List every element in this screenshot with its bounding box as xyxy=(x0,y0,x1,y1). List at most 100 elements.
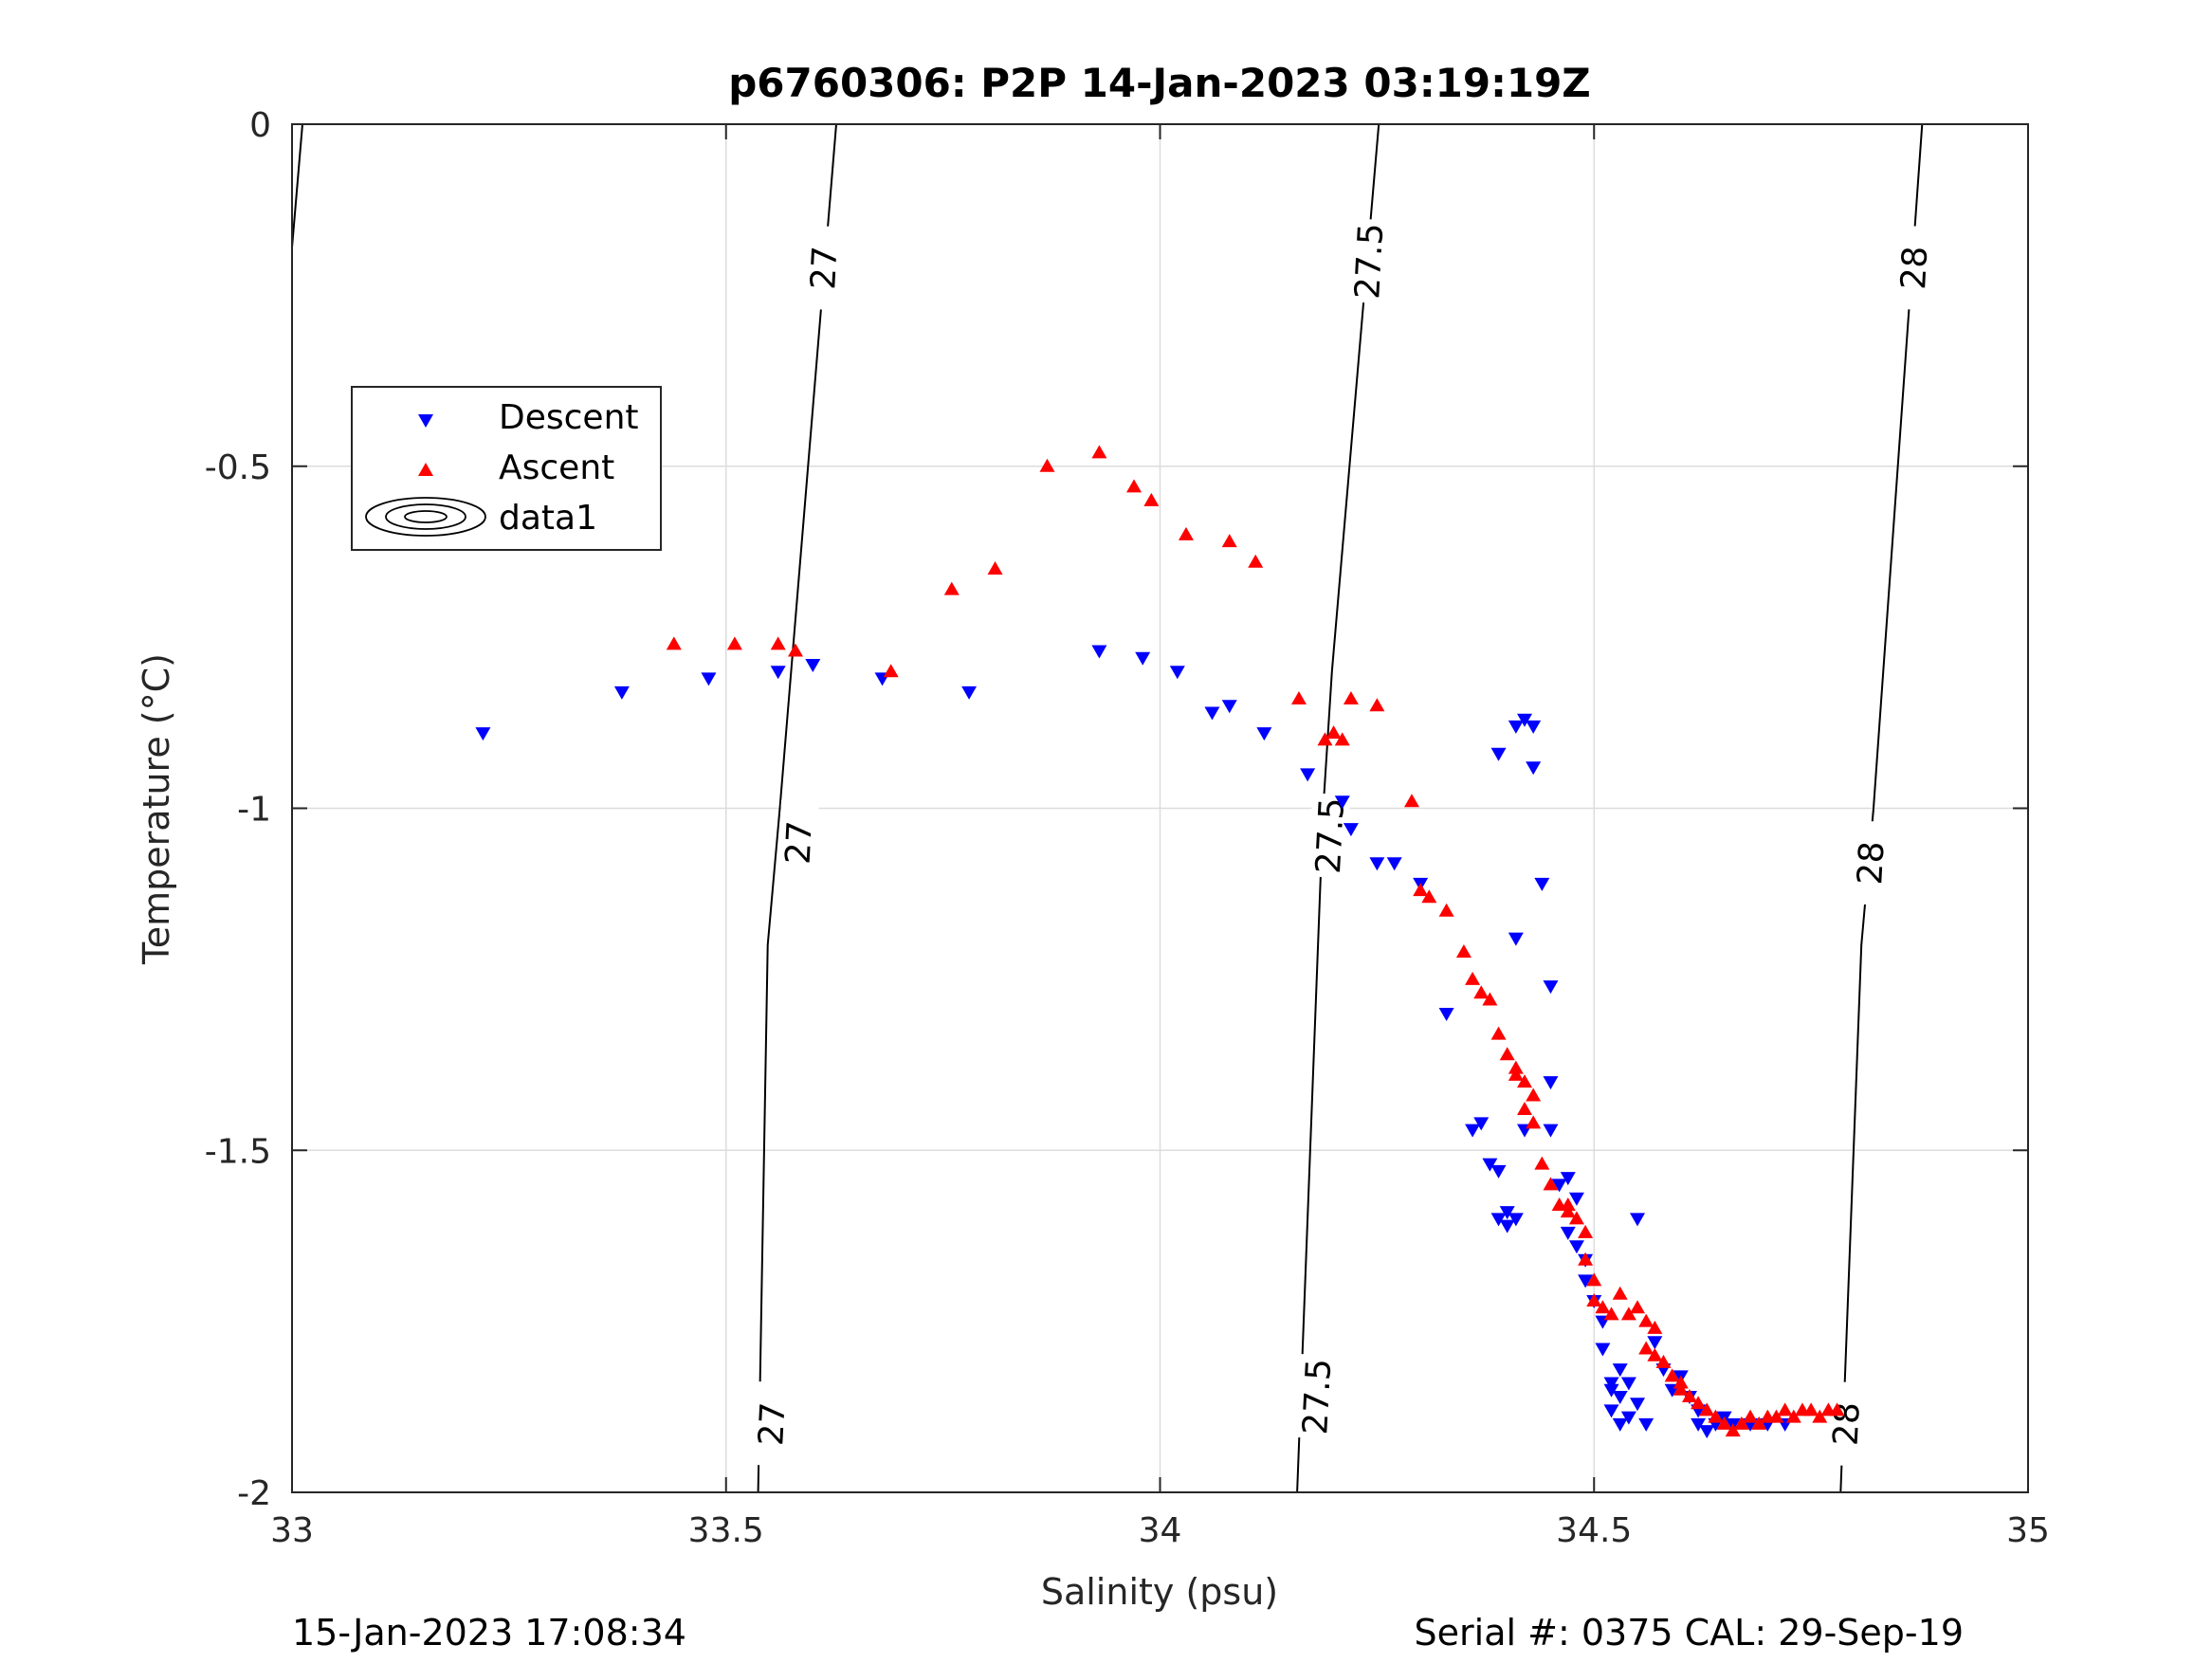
descent-point xyxy=(1169,666,1185,680)
ascent-point xyxy=(1369,698,1385,712)
ascent-point xyxy=(1290,691,1307,705)
ascent-point xyxy=(1039,458,1055,472)
contour-label: 27.5 xyxy=(1309,796,1352,874)
ascent-point xyxy=(1612,1286,1628,1300)
descent-point xyxy=(1499,1206,1515,1220)
ascent-point xyxy=(1733,1416,1749,1430)
descent-point xyxy=(1578,1274,1594,1288)
descent-point xyxy=(1620,1411,1636,1425)
descent-point xyxy=(1334,795,1350,810)
ascent-point xyxy=(1743,1409,1759,1423)
axis-ticks: 33 33.5 34 34.5 35 0 -0.5 -1 -1.5 -2 xyxy=(205,106,2050,1550)
descent-point xyxy=(1612,1390,1628,1404)
ascent-point xyxy=(1343,691,1359,705)
ascent-point xyxy=(1630,1300,1646,1314)
contour-label-group: 28 xyxy=(1849,820,1892,906)
y-axis-label: Temperature (°C) xyxy=(136,653,177,965)
ascent-point xyxy=(1568,1211,1584,1225)
descent-point xyxy=(805,658,821,672)
contour-label-group: 27 xyxy=(802,225,845,311)
descent-point xyxy=(701,672,717,686)
ascent-point xyxy=(1143,492,1160,506)
contour-label-background xyxy=(1346,218,1390,304)
ascent-point xyxy=(1438,903,1454,917)
descent-point xyxy=(1343,823,1359,837)
ascent-point xyxy=(1490,1026,1507,1040)
x-axis-label: Salinity (psu) xyxy=(1041,1571,1278,1613)
x-tick-label: 35 xyxy=(2006,1511,2050,1550)
descent-point xyxy=(1508,932,1524,946)
descent-point xyxy=(1612,1417,1628,1432)
descent-point xyxy=(1526,720,1542,734)
descent-point xyxy=(1135,651,1151,666)
descent-point xyxy=(1543,1124,1559,1138)
ascent-point xyxy=(1673,1381,1689,1396)
descent-point xyxy=(1603,1383,1619,1398)
y-tick-label: -0.5 xyxy=(205,448,271,487)
ascent-point xyxy=(1691,1396,1707,1410)
contour-label-background xyxy=(1892,225,1935,311)
descent-point xyxy=(1534,877,1550,891)
series-ascent xyxy=(666,445,1845,1437)
ascent-point xyxy=(1673,1375,1689,1389)
contour-label-background xyxy=(1849,820,1892,906)
contour-line-edge xyxy=(291,123,303,247)
descent-point xyxy=(1551,1179,1567,1193)
descent-point xyxy=(1543,1076,1559,1090)
descent-point xyxy=(1091,645,1107,659)
legend-box xyxy=(351,386,662,551)
descent-point xyxy=(1508,1213,1524,1227)
contour-label-background xyxy=(802,225,845,311)
ascent-point xyxy=(1647,1347,1663,1361)
descent-point xyxy=(1568,1240,1584,1254)
ascent-point xyxy=(1638,1313,1654,1327)
data-series xyxy=(475,445,1845,1439)
x-tick-label: 34 xyxy=(1139,1511,1182,1550)
ascent-point xyxy=(1421,889,1437,904)
contour-label-group: 27 xyxy=(777,799,820,886)
legend-descent-marker xyxy=(418,414,433,428)
descent-point xyxy=(1603,1377,1619,1391)
contour-label-background xyxy=(777,799,819,886)
ascent-point xyxy=(1508,1060,1524,1074)
x-tick-label: 34.5 xyxy=(1556,1511,1632,1550)
ascent-point xyxy=(1785,1409,1801,1423)
contour-label-group: 27 xyxy=(750,1380,794,1467)
contour-label-group: 28 xyxy=(1824,1380,1868,1467)
descent-point xyxy=(1543,980,1559,995)
descent-point xyxy=(1490,1213,1507,1227)
ascent-point xyxy=(1413,883,1429,897)
ascent-point xyxy=(1647,1320,1663,1334)
ascent-point xyxy=(1526,1087,1542,1102)
descent-point xyxy=(1603,1404,1619,1418)
descent-point xyxy=(1620,1377,1636,1391)
descent-point xyxy=(1482,1158,1498,1172)
ascent-point xyxy=(1499,1047,1515,1061)
contour-label: 27.5 xyxy=(1296,1358,1339,1435)
contour-label: 27 xyxy=(752,1401,793,1447)
ascent-point xyxy=(987,560,1003,575)
descent-point xyxy=(1369,857,1385,871)
ascent-point xyxy=(770,636,786,650)
descent-point xyxy=(1300,768,1316,782)
contour-label-group: 27.5 xyxy=(1307,793,1352,879)
descent-point xyxy=(961,685,978,700)
x-tick-label: 33 xyxy=(270,1511,314,1550)
descent-point xyxy=(1526,761,1542,776)
contour-label: 27.5 xyxy=(1348,222,1391,300)
ascent-point xyxy=(1768,1409,1784,1423)
descent-point xyxy=(1221,700,1237,714)
descent-point xyxy=(770,666,786,680)
ascent-point xyxy=(943,581,960,595)
descent-point xyxy=(1256,727,1272,741)
ascent-point xyxy=(883,664,899,678)
descent-point xyxy=(1568,1192,1584,1206)
descent-point xyxy=(1465,1124,1481,1138)
ascent-point xyxy=(1603,1307,1619,1321)
contour-label: 28 xyxy=(1894,246,1935,291)
ascent-point xyxy=(1091,445,1107,459)
contour-label-background xyxy=(750,1380,793,1467)
ascent-point xyxy=(1543,1177,1559,1191)
descent-point xyxy=(475,727,491,741)
